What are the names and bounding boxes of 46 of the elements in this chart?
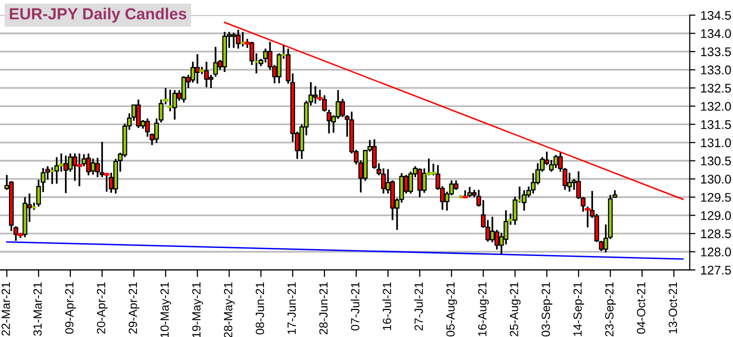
- y-tick-label: 131.0: [701, 138, 731, 148]
- x-tick-label: 03-Sep-21: [542, 282, 552, 336]
- x-tick-label: 05-Aug-21: [446, 282, 458, 336]
- x-tick-label: 09-Apr-21: [65, 282, 76, 334]
- y-tick-label: 132.5: [701, 84, 731, 93]
- x-tick-label: 10-May-21: [160, 282, 172, 337]
- candlestick: [231, 32, 236, 49]
- x-tick-label: 29-Apr-21: [128, 282, 140, 334]
- candlestick: [236, 28, 241, 50]
- x-tick-label: 08-Jun-21: [256, 282, 264, 334]
- x-tick-label: 17-Jun-21: [288, 282, 296, 334]
- y-tick-label: 132.0: [701, 102, 731, 111]
- y-tick-label: 134.5: [701, 10, 731, 20]
- x-tick-label: 25-Aug-21: [510, 282, 521, 336]
- y-tick-label: 133.0: [701, 66, 731, 74]
- candlestick: [63, 154, 68, 194]
- x-tick-label: 13-Oct-21: [668, 282, 678, 334]
- candlestick: [54, 156, 60, 185]
- x-tick-label: 16-Aug-21: [478, 282, 489, 336]
- y-tick-label: 131.5: [701, 120, 731, 130]
- x-tick-label: 19-May-21: [192, 282, 203, 337]
- x-tick-label: 28-Jun-21: [319, 282, 328, 334]
- y-tick-label: 127.5: [701, 266, 731, 275]
- x-tick-label: 20-Apr-21: [96, 282, 108, 334]
- y-tick-label: 133.5: [701, 47, 731, 56]
- x-tick-label: 07-Jul-21: [350, 282, 360, 330]
- y-tick-label: 130.0: [701, 174, 731, 184]
- x-tick-label: 04-Oct-21: [636, 282, 646, 334]
- x-tick-label: 23-Sep-21: [605, 282, 616, 336]
- candlestick: [76, 152, 82, 188]
- y-tick-label: 129.0: [701, 211, 731, 220]
- y-tick-label: 130.5: [701, 156, 731, 166]
- x-tick-label: 14-Sep-21: [573, 282, 584, 336]
- x-tick-label: 16-Jul-21: [382, 282, 392, 330]
- x-tick-label: 27-Jul-21: [414, 282, 423, 330]
- chart-title: EUR-JPY Daily Candles: [10, 8, 186, 23]
- candlestick: [467, 186, 472, 198]
- candlestick: [167, 88, 174, 112]
- x-tick-label: 22-Mar-21: [2, 282, 10, 336]
- x-tick-label: 31-Mar-21: [33, 282, 42, 336]
- candlestick: [181, 75, 186, 104]
- y-tick-label: 128.5: [701, 229, 731, 238]
- y-tick-label: 129.5: [701, 192, 731, 202]
- candlestick: [417, 168, 422, 198]
- y-tick-label: 128.0: [701, 248, 731, 256]
- y-tick-label: 134.0: [701, 29, 731, 38]
